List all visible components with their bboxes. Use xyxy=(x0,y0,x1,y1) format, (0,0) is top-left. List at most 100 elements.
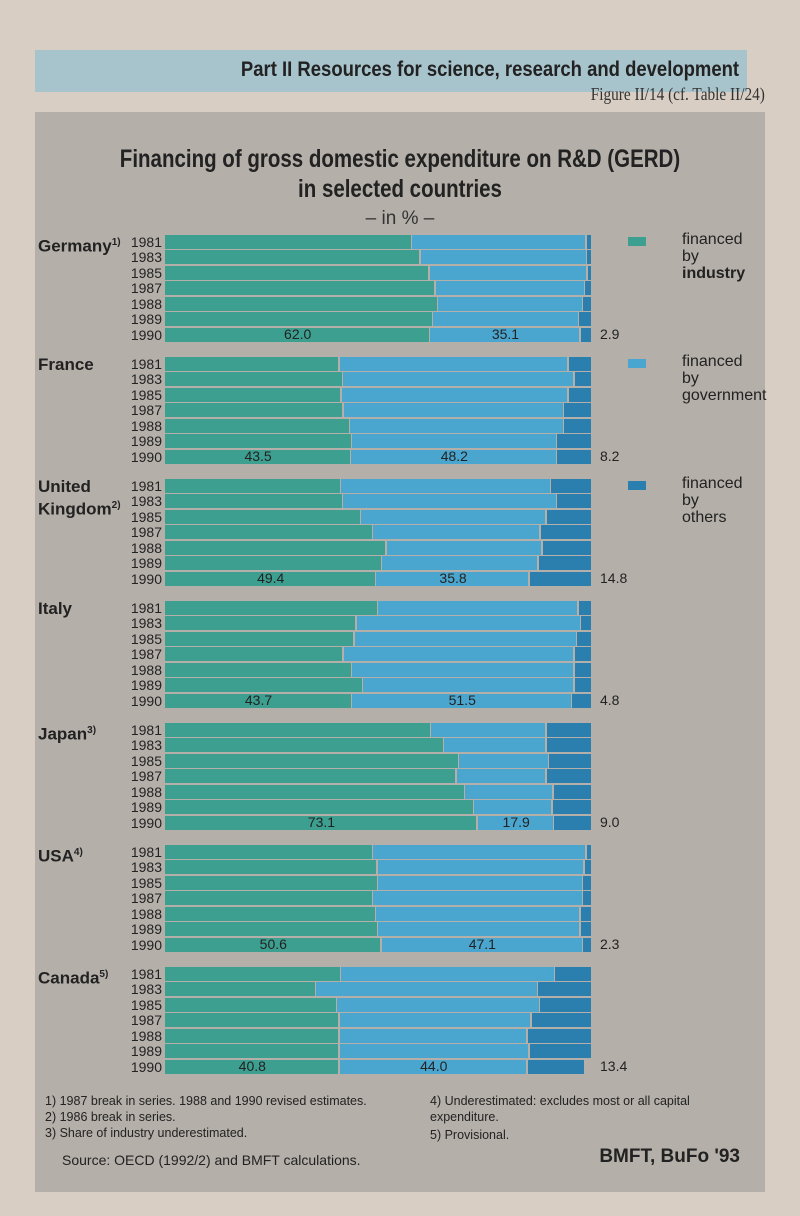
value-label-government: 17.9 xyxy=(502,813,530,830)
bar-others xyxy=(564,418,592,433)
bar-others xyxy=(587,265,592,280)
chart-subtitle: – in % – xyxy=(365,208,435,229)
year-label: 1988 xyxy=(130,295,162,312)
bar-government xyxy=(339,1028,526,1043)
year-label: 1990 xyxy=(130,448,162,465)
country-label: Canada5) xyxy=(38,968,109,988)
legend-line1: financed xyxy=(682,231,743,248)
year-label: 1988 xyxy=(130,661,162,678)
bar-industry xyxy=(165,250,420,265)
year-label: 1985 xyxy=(130,386,162,403)
bar-industry xyxy=(165,601,377,615)
bar-industry xyxy=(165,1028,339,1043)
country-label: USA4) xyxy=(38,846,83,866)
value-label-government: 48.2 xyxy=(440,447,468,464)
bar-industry xyxy=(165,875,377,890)
legend-swatch-industry xyxy=(628,237,646,246)
bar-government xyxy=(378,601,578,615)
bar-industry xyxy=(165,494,342,509)
bar-others xyxy=(527,1028,592,1043)
bar-government xyxy=(343,403,563,418)
bar-industry xyxy=(165,860,377,875)
bar-industry xyxy=(165,662,351,677)
year-label: 1983 xyxy=(130,737,162,754)
bar-government xyxy=(381,937,582,952)
country-label: United Kingdom2) xyxy=(38,477,121,519)
legend-line3: industry xyxy=(682,265,746,282)
footnote-5: 5) Provisional. xyxy=(430,1128,510,1142)
bar-others xyxy=(574,372,592,387)
bar-government xyxy=(343,494,556,509)
bar-others xyxy=(587,845,592,859)
bar-others xyxy=(552,800,592,815)
bar-government xyxy=(343,647,574,662)
bar-government xyxy=(361,509,546,524)
bar-industry xyxy=(165,387,341,402)
value-label-others: 14.8 xyxy=(600,569,628,586)
bar-government xyxy=(343,372,574,387)
bar-others xyxy=(585,281,592,296)
bar-government xyxy=(429,265,587,280)
bar-government xyxy=(474,800,552,815)
bar-industry xyxy=(165,327,429,342)
bar-others xyxy=(583,937,592,952)
bar-industry xyxy=(165,265,428,280)
footnote-marker: 3) xyxy=(87,725,97,736)
bar-government xyxy=(341,967,554,981)
chart-title: Financing of gross domestic expenditure … xyxy=(119,145,681,173)
legend-swatch-others xyxy=(628,481,646,490)
bar-industry xyxy=(165,509,360,524)
footnote-marker: 5) xyxy=(99,969,109,980)
legend-line1: financed xyxy=(682,353,743,370)
value-label-others: 8.2 xyxy=(600,447,620,464)
bar-industry xyxy=(165,845,372,859)
country-label: France xyxy=(38,355,94,374)
bar-others xyxy=(583,875,592,890)
year-label: 1987 xyxy=(130,280,162,297)
year-label: 1989 xyxy=(130,1043,162,1060)
bar-government xyxy=(431,723,546,737)
bar-industry xyxy=(165,449,350,464)
value-label-others: 9.0 xyxy=(600,813,620,830)
bar-others xyxy=(555,967,592,981)
bar-government xyxy=(435,281,584,296)
bar-industry xyxy=(165,296,437,311)
bar-industry xyxy=(165,571,375,586)
bar-others xyxy=(557,434,592,449)
year-label: 1987 xyxy=(130,646,162,663)
bar-others xyxy=(587,235,592,249)
year-label: 1990 xyxy=(130,570,162,587)
year-label: 1985 xyxy=(130,996,162,1013)
bar-others xyxy=(587,250,592,265)
year-label: 1990 xyxy=(130,814,162,831)
value-label-industry: 43.7 xyxy=(244,691,273,708)
country-label: Italy xyxy=(38,599,73,618)
bar-government xyxy=(356,616,580,631)
bar-government xyxy=(352,662,574,677)
value-label-others: 4.8 xyxy=(600,691,620,708)
bar-government xyxy=(337,997,539,1012)
bar-government xyxy=(341,479,550,493)
year-label: 1990 xyxy=(130,326,162,343)
bar-industry xyxy=(165,753,458,768)
chart-title-line2: in selected countries xyxy=(298,175,502,203)
bar-others xyxy=(583,891,592,906)
bar-industry xyxy=(165,1059,339,1074)
bar-industry xyxy=(165,967,340,981)
year-label: 1983 xyxy=(130,493,162,510)
bar-others xyxy=(549,753,592,768)
year-label: 1987 xyxy=(130,1012,162,1029)
bar-industry xyxy=(165,982,315,997)
credit: BMFT, BuFo '93 xyxy=(599,1146,740,1167)
bar-government xyxy=(350,418,563,433)
bar-government xyxy=(444,738,546,753)
value-label-government: 51.5 xyxy=(448,691,476,708)
bar-others xyxy=(538,556,592,571)
bar-industry xyxy=(165,678,362,693)
legend-line2: by xyxy=(682,248,699,265)
bar-industry xyxy=(165,937,381,952)
bar-others xyxy=(568,387,592,402)
legend-line1: financed xyxy=(682,475,743,492)
bar-others xyxy=(572,693,592,708)
bar-government xyxy=(339,1059,527,1074)
